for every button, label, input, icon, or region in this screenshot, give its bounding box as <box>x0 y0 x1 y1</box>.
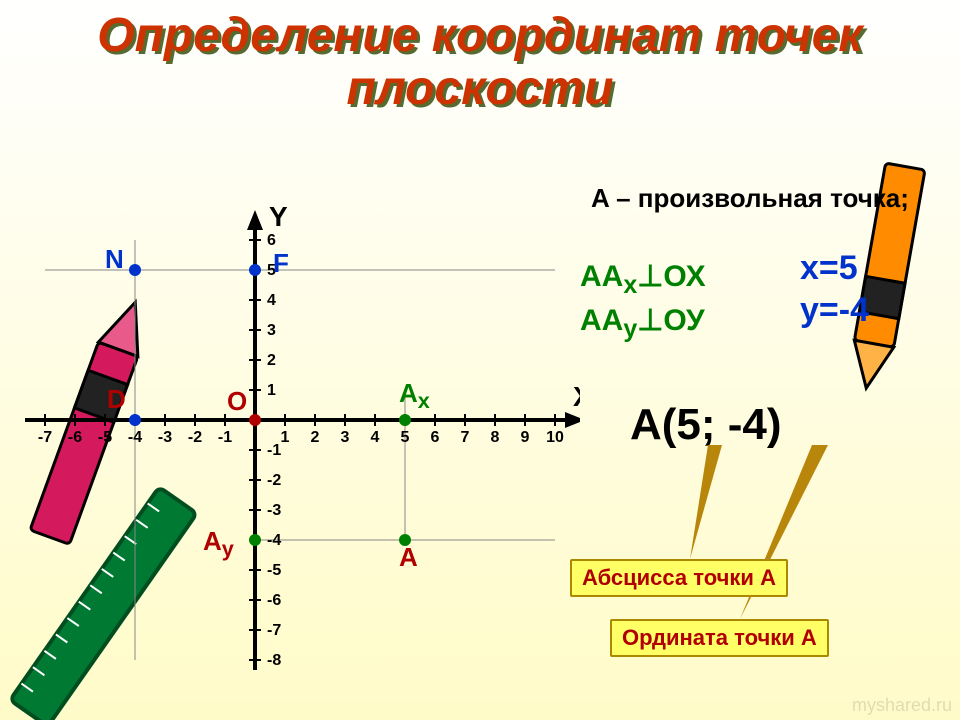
slide-title: Определение координат точек плоскости <box>0 10 960 116</box>
svg-text:-6: -6 <box>267 592 281 609</box>
svg-text:D: D <box>107 384 126 414</box>
svg-text:7: 7 <box>461 429 470 446</box>
svg-text:-6: -6 <box>68 429 82 446</box>
svg-text:1: 1 <box>267 382 276 399</box>
svg-text:4: 4 <box>371 429 380 446</box>
svg-text:1: 1 <box>281 429 290 446</box>
svg-text:A: A <box>399 542 418 572</box>
svg-text:F: F <box>273 248 289 278</box>
svg-text:5: 5 <box>401 429 410 446</box>
svg-text:-3: -3 <box>267 502 281 519</box>
svg-text:4: 4 <box>267 292 276 309</box>
right-panel: A – произвольная точка; AAx⊥ОХ AAy⊥ОУ х=… <box>560 175 960 715</box>
svg-text:2: 2 <box>267 352 276 369</box>
svg-text:-3: -3 <box>158 429 172 446</box>
svg-text:-7: -7 <box>267 622 281 639</box>
svg-text:9: 9 <box>521 429 530 446</box>
svg-text:-4: -4 <box>128 429 142 446</box>
svg-text:3: 3 <box>267 322 276 339</box>
coordinate-plane: -7-6-5-4-3-2-112345678910-8-7-6-5-4-3-2-… <box>0 170 580 720</box>
svg-text:-5: -5 <box>98 429 112 446</box>
svg-text:-1: -1 <box>218 429 232 446</box>
svg-text:-1: -1 <box>267 442 281 459</box>
svg-text:-5: -5 <box>267 562 281 579</box>
slide-root: Определение координат точек плоскости -7… <box>0 0 960 720</box>
svg-text:-2: -2 <box>188 429 202 446</box>
svg-text:Y: Y <box>269 201 288 232</box>
svg-text:2: 2 <box>311 429 320 446</box>
watermark: myshared.ru <box>852 695 952 716</box>
svg-text:3: 3 <box>341 429 350 446</box>
ordinate-label-box: Ордината точки А <box>610 619 829 657</box>
svg-text:О: О <box>227 386 247 416</box>
svg-text:-2: -2 <box>267 472 281 489</box>
svg-text:-4: -4 <box>267 532 281 549</box>
svg-text:6: 6 <box>267 232 276 249</box>
abscissa-label-box: Абсцисса точки А <box>570 559 788 597</box>
svg-text:N: N <box>105 244 124 274</box>
svg-text:-8: -8 <box>267 652 281 669</box>
svg-text:6: 6 <box>431 429 440 446</box>
svg-text:8: 8 <box>491 429 500 446</box>
svg-text:-7: -7 <box>38 429 52 446</box>
